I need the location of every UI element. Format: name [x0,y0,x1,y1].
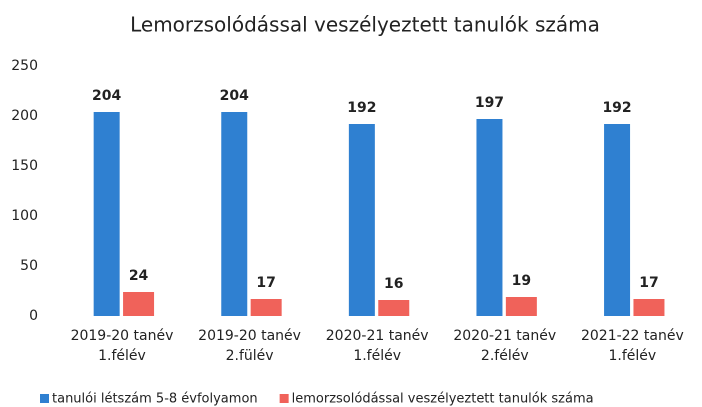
value-label: 17 [256,275,275,291]
value-label: 17 [639,275,658,291]
bar [93,112,120,316]
bar [604,124,631,316]
x-tick-label: 1.félév [353,348,401,364]
x-tick-label: 2020-21 tanév [453,328,556,344]
value-label: 192 [347,100,376,116]
legend-label: lemorzsolódással veszélyeztett tanulók s… [292,392,594,407]
x-tick-label: 2021-22 tanév [581,328,684,344]
y-tick-label: 100 [11,208,38,224]
value-label: 24 [129,268,149,284]
chart-title: Lemorzsolódással veszélyeztett tanulók s… [130,13,600,37]
value-label: 204 [92,88,121,104]
bar [378,300,410,316]
x-tick-label: 2019-20 tanév [198,328,301,344]
bar [505,297,537,316]
x-tick-label: 2020-21 tanév [326,328,429,344]
legend-swatch [40,394,49,403]
bar [633,299,665,316]
bar [250,299,282,316]
bar [348,124,375,316]
y-tick-label: 200 [11,108,38,124]
y-tick-label: 0 [29,308,38,324]
value-label: 16 [384,276,403,292]
x-tick-label: 2019-20 tanév [71,328,174,344]
x-tick-label: 1.félév [609,348,657,364]
bar [476,119,503,316]
legend-label: tanulói létszám 5-8 évfolyamon [52,392,258,407]
x-tick-label: 2.félév [481,348,529,364]
y-tick-label: 50 [20,258,38,274]
legend-swatch [279,394,289,403]
value-label: 19 [512,273,531,289]
value-label: 197 [475,95,504,111]
bar [123,292,155,316]
x-tick-label: 2.fülév [226,348,274,364]
y-tick-label: 150 [11,158,38,174]
value-label: 192 [602,100,631,116]
value-label: 204 [220,88,249,104]
bar [221,112,248,316]
y-tick-label: 250 [11,58,38,74]
x-tick-label: 1.félév [98,348,146,364]
